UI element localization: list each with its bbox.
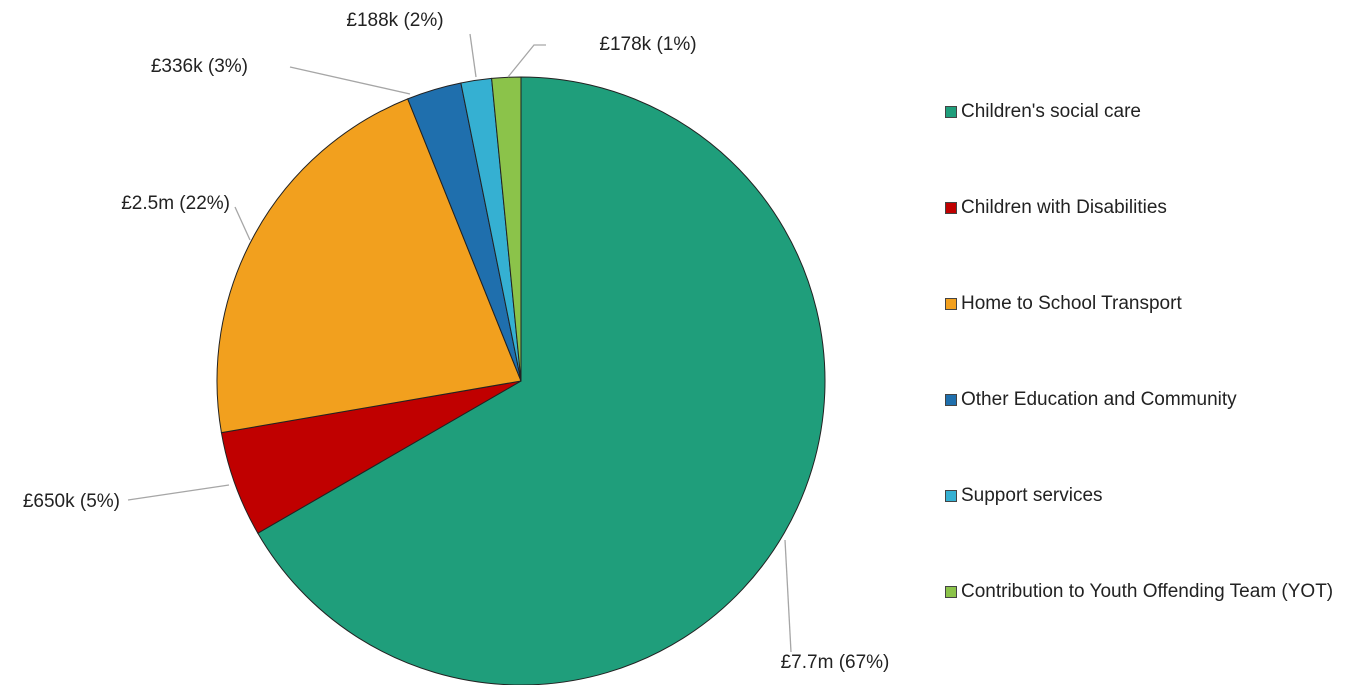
leader-line (784, 539, 792, 653)
data-label: £178k (1%) (599, 34, 696, 55)
legend-item: Children's social care (945, 100, 1360, 123)
legend-label: Home to School Transport (961, 293, 1182, 314)
data-label: £650k (5%) (23, 491, 120, 512)
legend-swatch (945, 202, 957, 214)
legend-item: Other Education and Community (945, 388, 1360, 411)
pie-slice (491, 76, 522, 382)
legend-swatch (945, 106, 957, 118)
legend-label: Support services (961, 485, 1103, 506)
pie-slice (257, 76, 826, 685)
legend-label: Children's social care (961, 101, 1141, 122)
legend-swatch (945, 298, 957, 310)
legend-item: Support services (945, 484, 1360, 507)
leader-line (234, 206, 251, 241)
data-label: £336k (3%) (151, 56, 248, 77)
leader-line (469, 33, 477, 78)
data-label: £7.7m (67%) (781, 652, 890, 673)
leader-line (289, 66, 411, 95)
legend-label: Children with Disabilities (961, 197, 1167, 218)
legend-item: Home to School Transport (945, 292, 1360, 315)
legend-swatch (945, 586, 957, 598)
data-label: £2.5m (22%) (121, 193, 230, 214)
legend-label: Other Education and Community (961, 389, 1237, 410)
legend-item: Contribution to Youth Offending Team (YO… (945, 580, 1360, 603)
legend-swatch (945, 394, 957, 406)
legend-item: Children with Disabilities (945, 196, 1360, 219)
legend-label: Contribution to Youth Offending Team (YO… (961, 581, 1334, 602)
pie-slice (216, 98, 522, 434)
leader-line (507, 44, 546, 78)
legend-swatch (945, 490, 957, 502)
data-label: £188k (2%) (346, 10, 443, 31)
leader-line (127, 484, 230, 501)
